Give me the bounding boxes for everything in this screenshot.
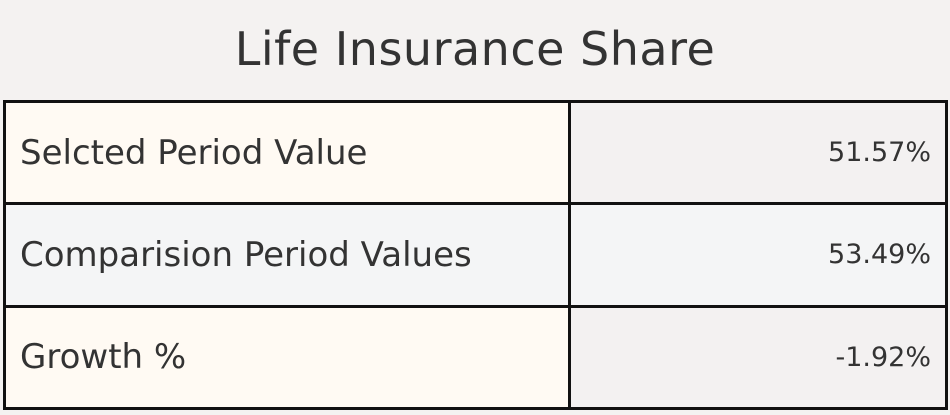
table-row-growth: Growth % -1.92% [3, 304, 948, 411]
row-value: 53.49% [568, 202, 948, 308]
table-row-selected-period: Selcted Period Value 51.57% [3, 99, 948, 206]
row-label: Comparision Period Values [3, 202, 571, 308]
row-label: Growth % [3, 304, 571, 411]
row-value: -1.92% [568, 304, 948, 411]
kpi-table: Selcted Period Value 51.57% Comparision … [3, 99, 948, 411]
row-value: 51.57% [568, 99, 948, 206]
table-row-comparison-period: Comparision Period Values 53.49% [3, 202, 948, 308]
row-label: Selcted Period Value [3, 99, 571, 206]
chart-title: Life Insurance Share [234, 22, 716, 76]
